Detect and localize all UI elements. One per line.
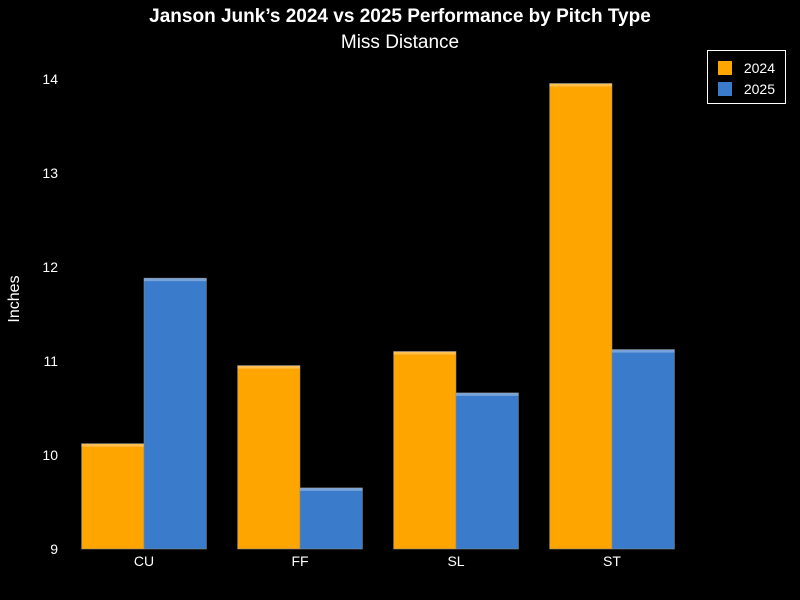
- bars-group: [81, 83, 675, 550]
- y-tick-label-10: 10: [42, 447, 58, 463]
- x-tick-label-FF: FF: [291, 553, 308, 569]
- bar-cap-2025-CU: [144, 278, 207, 282]
- y-tick-label-14: 14: [42, 71, 58, 87]
- bar-2025-CU: [143, 277, 207, 550]
- bar-cap-2025-ST: [612, 349, 675, 353]
- legend-item-2025: 2025: [717, 78, 775, 99]
- y-axis-ticks: 9 10 11 12 13 14: [42, 71, 58, 557]
- x-tick-label-SL: SL: [447, 553, 464, 569]
- y-tick-label-13: 13: [42, 165, 58, 181]
- bar-cap-2024-FF: [237, 365, 300, 369]
- bar-cap-2024-SL: [393, 351, 456, 355]
- legend-swatch-2024: [717, 60, 732, 75]
- y-tick-label-9: 9: [50, 541, 58, 557]
- legend: 2024 2025: [706, 50, 786, 104]
- bar-2025-ST: [611, 349, 675, 550]
- y-tick-label-11: 11: [43, 353, 58, 369]
- chart-subtitle: Miss Distance: [340, 32, 460, 53]
- bar-2024-ST: [549, 83, 613, 550]
- chart-title: Janson Junk’s 2024 vs 2025 Performance b…: [149, 6, 651, 27]
- bar-2024-SL: [393, 351, 457, 550]
- x-axis-ticks: CU FF SL ST: [134, 553, 622, 569]
- x-tick-label-ST: ST: [603, 553, 621, 569]
- bar-2024-FF: [237, 365, 301, 550]
- legend-label-2025: 2025: [743, 80, 775, 97]
- legend-swatch-2025: [717, 81, 732, 96]
- bar-2025-SL: [455, 392, 519, 550]
- bar-cap-2024-ST: [549, 83, 612, 87]
- y-axis-title: Inches: [6, 275, 23, 322]
- legend-item-2024: 2024: [717, 57, 775, 78]
- legend-label-2024: 2024: [743, 59, 775, 76]
- bar-cap-2025-FF: [300, 487, 363, 491]
- bar-cap-2024-CU: [81, 443, 144, 447]
- y-tick-label-12: 12: [42, 259, 58, 275]
- bar-2024-CU: [81, 443, 145, 550]
- x-tick-label-CU: CU: [134, 553, 154, 569]
- bar-2025-FF: [299, 487, 363, 550]
- bar-cap-2025-SL: [456, 392, 519, 396]
